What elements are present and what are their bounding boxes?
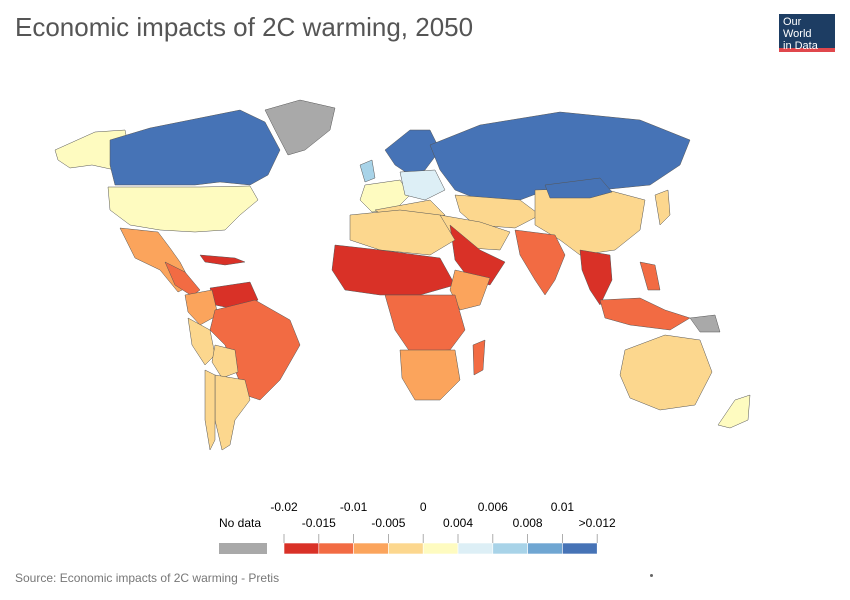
- legend-no-data-label: No data: [219, 516, 262, 530]
- region-argentina: [214, 374, 251, 451]
- logo-line-1: Our World: [783, 16, 812, 40]
- legend-tick-upper-0: -0.02: [270, 500, 298, 514]
- region-new-zealand: [717, 394, 751, 429]
- region-central-europe: [399, 169, 446, 201]
- region-indonesia: [599, 297, 691, 331]
- legend-tick-upper-2: 0: [419, 500, 427, 514]
- source-text[interactable]: Source: Economic impacts of 2C warming -…: [15, 571, 280, 585]
- region-russia: [429, 111, 691, 201]
- region-usa: [107, 185, 259, 233]
- region-scandinavia: [384, 129, 441, 176]
- region-central-africa: [384, 294, 466, 353]
- region-canada: [109, 109, 281, 186]
- region-png: [689, 314, 721, 333]
- region-colombia: [184, 289, 219, 326]
- owid-logo[interactable]: Our World in Data: [779, 14, 835, 52]
- logo-line-2: in Data: [783, 40, 818, 52]
- region-arabia: [449, 224, 506, 286]
- region-horn-africa: [449, 269, 491, 311]
- region-greenland: [264, 99, 336, 156]
- region-sahel: [331, 244, 456, 296]
- legend-tick-lower-2: 0.004: [442, 516, 474, 530]
- legend-tick-lower-4: >0.012: [578, 516, 616, 530]
- region-brazil: [209, 299, 301, 401]
- legend-tick-upper-3: 0.006: [477, 500, 508, 514]
- region-southern-africa: [399, 349, 461, 401]
- region-caribbean: [199, 254, 246, 266]
- region-peru: [187, 317, 216, 366]
- region-central-asia: [454, 194, 541, 229]
- region-north-africa: [349, 209, 456, 256]
- region-japan: [654, 189, 671, 226]
- region-chile: [204, 369, 216, 451]
- legend-tick-lower-1: -0.005: [371, 516, 406, 530]
- region-australia: [619, 334, 713, 411]
- legend-tick-lower-3: 0.008: [512, 516, 543, 530]
- region-uk: [359, 159, 376, 183]
- region-philippines: [639, 261, 661, 291]
- decorative-dot: [650, 574, 653, 577]
- region-mongolia: [544, 177, 613, 199]
- region-china: [534, 187, 646, 256]
- region-madagascar: [472, 339, 486, 376]
- region-se-asia: [579, 249, 613, 306]
- chart-title: Economic impacts of 2C warming, 2050: [15, 12, 474, 42]
- legend-tick-upper-1: -0.01: [339, 500, 368, 514]
- legend-tick-lower-0: -0.015: [301, 516, 336, 530]
- legend-tick-upper-4: 0.01: [550, 500, 575, 514]
- region-bolivia: [211, 344, 239, 379]
- region-india: [514, 229, 566, 296]
